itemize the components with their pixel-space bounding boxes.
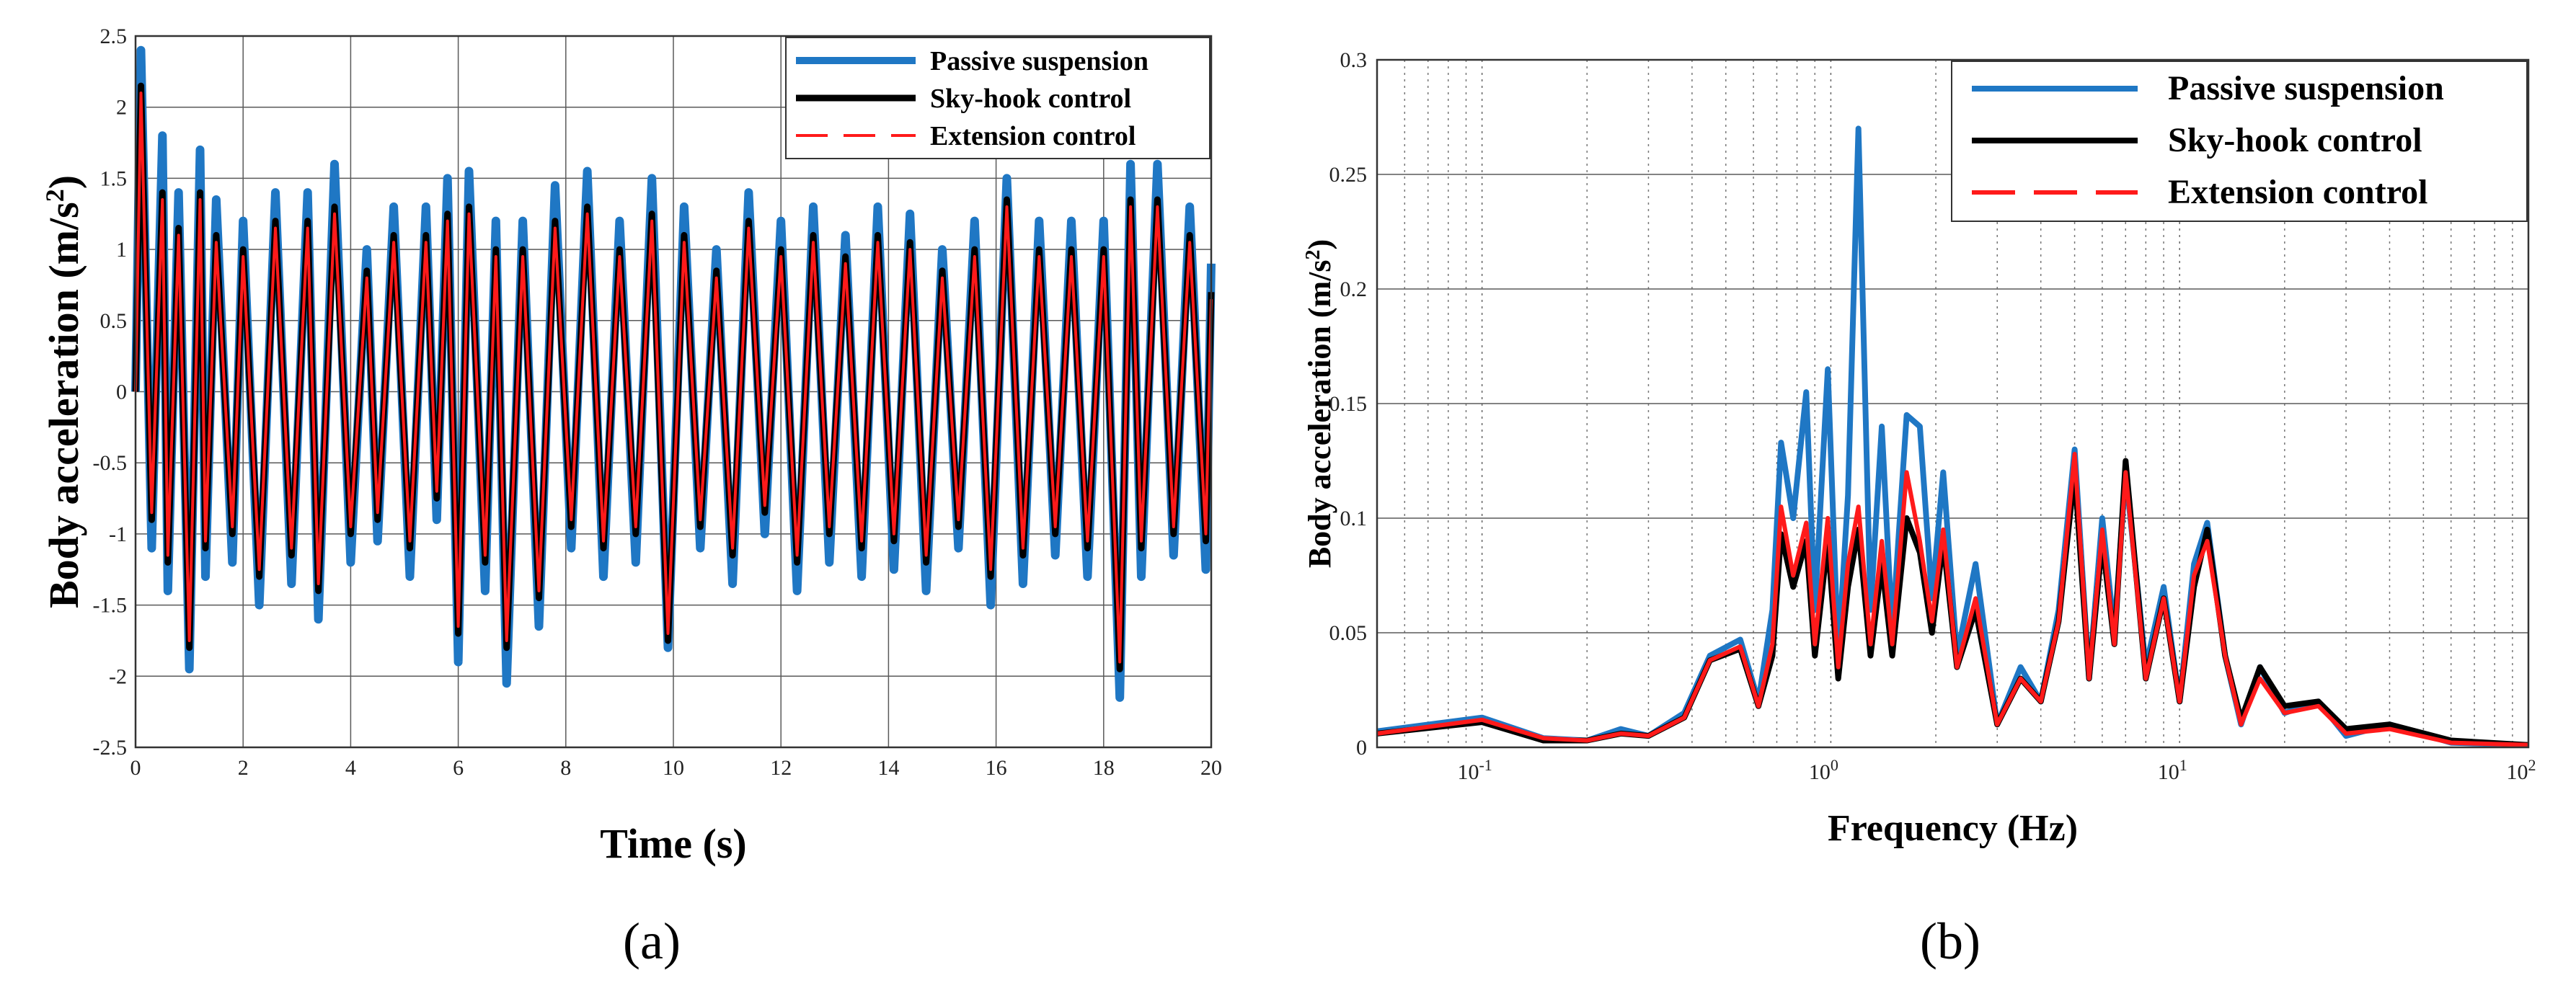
chart-a-legend-label-skyhook: Sky-hook control [930, 84, 1131, 114]
chart-b-x-tick-base: 10 [2507, 760, 2528, 784]
chart-a-y-tick-label: 0.5 [100, 309, 128, 333]
chart-a-x-tick-label: 16 [986, 756, 1007, 780]
chart-b-x-tick-base: 10 [1809, 760, 1831, 784]
chart-a-x-tick-label: 10 [663, 756, 684, 780]
chart-b-x-tick-exponent: 0 [1831, 756, 1838, 774]
chart-a-y-tick-label: -1 [109, 522, 127, 546]
chart-b-y-tick-label: 0.2 [1340, 277, 1368, 301]
chart-b-x-tick-label: 101 [2158, 756, 2187, 785]
chart-b-y-label-sup: 2 [1302, 249, 1324, 259]
chart-b-series-extension-line [1376, 452, 2529, 747]
chart-a-y-tick-label: 2.5 [100, 25, 128, 48]
chart-a-legend: Passive suspension Sky-hook control Extens… [785, 37, 1210, 159]
chart-b-x-tick-exponent: 1 [2179, 756, 2187, 774]
chart-a-y-label-sup: 2 [40, 189, 69, 202]
chart-a-y-tick-label: -0.5 [93, 451, 128, 475]
chart-b-y-tick-label: 0 [1356, 736, 1367, 760]
chart-a: 0 2 4 6 8 10 12 14 16 18 20 -2.5 -2 -1.5 -1 -0.5 0 0.5 1 1.… [40, 25, 1222, 970]
chart-a-caption: (a) [623, 912, 681, 970]
chart-a-y-axis-label: Body acceleration (m/s2) [40, 175, 87, 608]
chart-a-x-tick-label: 8 [560, 756, 571, 780]
chart-a-frame [134, 35, 1213, 749]
chart-a-x-tick-label: 12 [770, 756, 792, 780]
chart-b-y-label-end: ) [1302, 239, 1337, 250]
chart-b-legend: Passive suspension Sky-hook control Extens… [1951, 61, 2528, 222]
chart-b-y-axis-label: Body acceleration (m/s2) [1302, 239, 1338, 568]
chart-b-legend-label-skyhook: Sky-hook control [2168, 121, 2422, 159]
chart-b-x-tick-exponent: -1 [1479, 756, 1492, 774]
chart-b-caption: (b) [1920, 912, 1980, 970]
chart-b-y-label-main: Body acceleration (m/s [1302, 259, 1337, 568]
chart-b-x-tick-base: 10 [1457, 760, 1479, 784]
chart-b-y-tick-label: 0.15 [1329, 392, 1368, 416]
chart-b-y-tick-label: 0.1 [1340, 507, 1368, 530]
chart-a-y-tick-label: 1.5 [100, 166, 128, 190]
chart-a-y-tick-label: 1 [116, 238, 127, 262]
chart-a-ticks: 0 2 4 6 8 10 12 14 16 18 20 -2.5 -2 -1.5 -1 -0.5 0 0.5 1 1.… [93, 25, 1223, 780]
chart-a-x-tick-label: 6 [453, 756, 464, 780]
chart-b-x-tick-label: 100 [1809, 756, 1838, 785]
chart-b-y-tick-label: 0.25 [1329, 163, 1368, 187]
chart-b-y-tick-label: 0.05 [1329, 621, 1368, 645]
chart-a-lines [131, 45, 1216, 702]
chart-b-y-tick-label: 0.3 [1340, 48, 1368, 72]
chart-a-x-tick-label: 18 [1093, 756, 1115, 780]
chart-b-x-axis-label: Frequency (Hz) [1828, 808, 2078, 849]
chart-b-legend-label-passive: Passive suspension [2168, 69, 2444, 107]
chart-a-x-tick-label: 20 [1200, 756, 1222, 780]
chart-a-y-label-main: Body acceleration (m/s [40, 202, 87, 608]
chart-b-x-tick-exponent: 2 [2528, 756, 2536, 774]
chart-a-series-extension-line [134, 92, 1213, 664]
chart-a-x-tick-label: 14 [877, 756, 899, 780]
chart-a-legend-label-extension: Extension control [930, 121, 1136, 151]
chart-b-lines [1376, 125, 2529, 748]
chart-a-y-tick-label: 2 [116, 96, 127, 120]
chart-b-grid [1377, 59, 2529, 748]
chart-b-x-tick-base: 10 [2158, 760, 2179, 784]
chart-b-legend-label-extension: Extension control [2168, 173, 2427, 211]
chart-a-y-tick-label: -1.5 [93, 594, 128, 618]
chart-a-x-tick-label: 2 [238, 756, 249, 780]
chart-a-x-tick-label: 0 [130, 756, 141, 780]
chart-a-y-tick-label: 0 [116, 381, 127, 404]
chart-a-x-tick-label: 4 [345, 756, 356, 780]
chart-a-y-tick-label: -2 [109, 664, 127, 688]
chart-a-y-tick-label: -2.5 [93, 736, 128, 760]
chart-a-y-label-end: ) [40, 175, 87, 189]
chart-b-x-tick-label: 10-1 [1457, 756, 1492, 785]
chart-a-x-axis-label: Time (s) [600, 820, 747, 867]
chart-a-legend-label-passive: Passive suspension [930, 46, 1148, 76]
chart-b-frame [1376, 58, 2530, 749]
chart-b-x-tick-label: 102 [2507, 756, 2536, 785]
